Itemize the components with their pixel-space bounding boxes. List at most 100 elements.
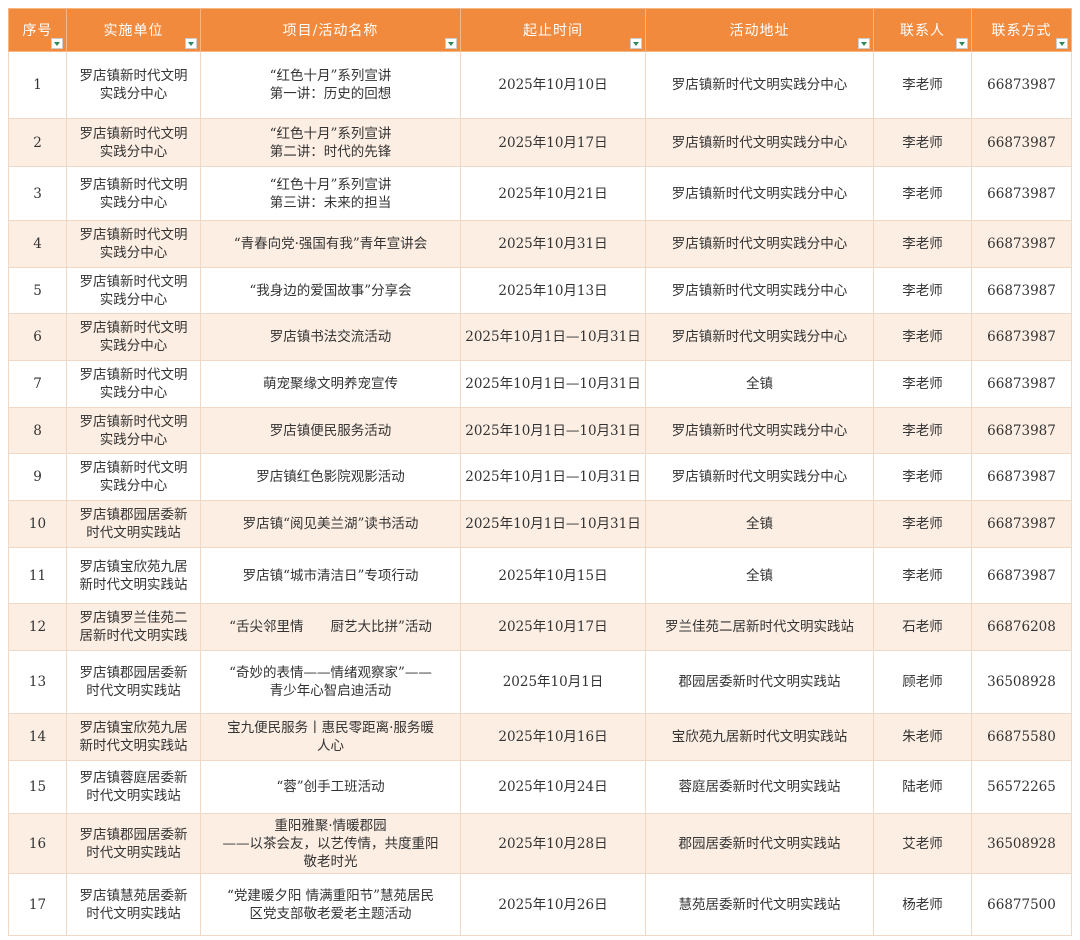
cell-time[interactable]: 2025年10月17日 [460,118,646,167]
cell-no[interactable]: 12 [8,603,67,651]
cell-unit[interactable]: 罗店镇新时代文明 实践分中心 [66,220,201,268]
cell-time[interactable]: 2025年10月17日 [460,603,646,651]
filter-dropdown-icon[interactable] [185,38,197,49]
cell-time[interactable]: 2025年10月24日 [460,760,646,814]
cell-contact[interactable]: 朱老师 [873,713,972,761]
cell-name[interactable]: “青春向党·强国有我”青年宣讲会 [200,220,461,268]
cell-address[interactable]: 罗店镇新时代文明实践分中心 [645,453,874,501]
cell-time[interactable]: 2025年10月26日 [460,873,646,936]
cell-no[interactable]: 15 [8,760,67,814]
cell-contact[interactable]: 顾老师 [873,650,972,714]
cell-address[interactable]: 罗店镇新时代文明实践分中心 [645,220,874,268]
cell-time[interactable]: 2025年10月31日 [460,220,646,268]
cell-no[interactable]: 2 [8,118,67,167]
cell-phone[interactable]: 66873987 [971,360,1072,408]
cell-time[interactable]: 2025年10月1日 [460,650,646,714]
cell-name[interactable]: 宝九便民服务丨惠民零距离·服务暖 人心 [200,713,461,761]
cell-name[interactable]: 罗店镇红色影院观影活动 [200,453,461,501]
cell-no[interactable]: 6 [8,313,67,361]
cell-unit[interactable]: 罗店镇郡园居委新 时代文明实践站 [66,500,201,548]
cell-contact[interactable]: 陆老师 [873,760,972,814]
cell-phone[interactable]: 66873987 [971,500,1072,548]
cell-name[interactable]: “红色十月”系列宣讲 第三讲：未来的担当 [200,166,461,221]
cell-time[interactable]: 2025年10月10日 [460,51,646,119]
cell-no[interactable]: 1 [8,51,67,119]
cell-phone[interactable]: 66873987 [971,118,1072,167]
cell-time[interactable]: 2025年10月1日—10月31日 [460,313,646,361]
filter-dropdown-icon[interactable] [1056,38,1068,49]
cell-unit[interactable]: 罗店镇罗兰佳苑二 居新时代文明实践 站 [66,603,201,651]
cell-address[interactable]: 罗店镇新时代文明实践分中心 [645,166,874,221]
cell-time[interactable]: 2025年10月1日—10月31日 [460,500,646,548]
cell-name[interactable]: 罗店镇便民服务活动 [200,407,461,454]
cell-no[interactable]: 11 [8,547,67,604]
cell-time[interactable]: 2025年10月21日 [460,166,646,221]
cell-time[interactable]: 2025年10月1日—10月31日 [460,360,646,408]
cell-contact[interactable]: 艾老师 [873,813,972,874]
cell-name[interactable]: 罗店镇书法交流活动 [200,313,461,361]
cell-time[interactable]: 2025年10月1日—10月31日 [460,407,646,454]
filter-dropdown-icon[interactable] [51,38,63,49]
cell-unit[interactable]: 罗店镇新时代文明 实践分中心 [66,313,201,361]
cell-contact[interactable]: 李老师 [873,118,972,167]
cell-address[interactable]: 慧苑居委新时代文明实践站 [645,873,874,936]
cell-name[interactable]: “我身边的爱国故事”分享会 [200,267,461,314]
cell-name[interactable]: 罗店镇“城市清洁日”专项行动 [200,547,461,604]
cell-address[interactable]: 罗店镇新时代文明实践分中心 [645,313,874,361]
cell-no[interactable]: 17 [8,873,67,936]
cell-phone[interactable]: 66876208 [971,603,1072,651]
cell-unit[interactable]: 罗店镇宝欣苑九居 新时代文明实践站 [66,713,201,761]
cell-address[interactable]: 宝欣苑九居新时代文明实践站 [645,713,874,761]
cell-no[interactable]: 13 [8,650,67,714]
cell-name[interactable]: 罗店镇“阅见美兰湖”读书活动 [200,500,461,548]
cell-unit[interactable]: 罗店镇郡园居委新 时代文明实践站 [66,650,201,714]
cell-address[interactable]: 全镇 [645,360,874,408]
cell-phone[interactable]: 66873987 [971,547,1072,604]
cell-no[interactable]: 14 [8,713,67,761]
cell-contact[interactable]: 石老师 [873,603,972,651]
cell-phone[interactable]: 66877500 [971,873,1072,936]
cell-unit[interactable]: 罗店镇慧苑居委新 时代文明实践站 [66,873,201,936]
cell-contact[interactable]: 李老师 [873,313,972,361]
cell-address[interactable]: 全镇 [645,547,874,604]
cell-contact[interactable]: 杨老师 [873,873,972,936]
cell-phone[interactable]: 66875580 [971,713,1072,761]
cell-time[interactable]: 2025年10月15日 [460,547,646,604]
cell-unit[interactable]: 罗店镇蓉庭居委新 时代文明实践站 [66,760,201,814]
cell-name[interactable]: “蓉”创手工班活动 [200,760,461,814]
cell-unit[interactable]: 罗店镇新时代文明 实践分中心 [66,166,201,221]
cell-no[interactable]: 9 [8,453,67,501]
cell-no[interactable]: 8 [8,407,67,454]
filter-dropdown-icon[interactable] [956,38,968,49]
cell-phone[interactable]: 36508928 [971,813,1072,874]
cell-unit[interactable]: 罗店镇新时代文明 实践分中心 [66,118,201,167]
cell-no[interactable]: 10 [8,500,67,548]
cell-address[interactable]: 罗店镇新时代文明实践分中心 [645,51,874,119]
filter-dropdown-icon[interactable] [445,38,457,49]
cell-address[interactable]: 罗店镇新时代文明实践分中心 [645,118,874,167]
cell-no[interactable]: 3 [8,166,67,221]
cell-contact[interactable]: 李老师 [873,407,972,454]
cell-address[interactable]: 全镇 [645,500,874,548]
cell-address[interactable]: 蓉庭居委新时代文明实践站 [645,760,874,814]
cell-contact[interactable]: 李老师 [873,453,972,501]
cell-address[interactable]: 罗兰佳苑二居新时代文明实践站 [645,603,874,651]
cell-phone[interactable]: 66873987 [971,313,1072,361]
cell-contact[interactable]: 李老师 [873,547,972,604]
cell-address[interactable]: 郡园居委新时代文明实践站 [645,813,874,874]
cell-time[interactable]: 2025年10月1日—10月31日 [460,453,646,501]
cell-no[interactable]: 4 [8,220,67,268]
cell-address[interactable]: 罗店镇新时代文明实践分中心 [645,267,874,314]
cell-contact[interactable]: 李老师 [873,500,972,548]
filter-dropdown-icon[interactable] [858,38,870,49]
cell-time[interactable]: 2025年10月16日 [460,713,646,761]
cell-name[interactable]: 重阳雅聚·情暖郡园 ——以茶会友，以艺传情，共度重阳 敬老时光 [200,813,461,874]
cell-phone[interactable]: 66873987 [971,166,1072,221]
cell-name[interactable]: “红色十月”系列宣讲 第一讲：历史的回想 [200,51,461,119]
filter-dropdown-icon[interactable] [630,38,642,49]
cell-no[interactable]: 5 [8,267,67,314]
cell-unit[interactable]: 罗店镇新时代文明 实践分中心 [66,267,201,314]
cell-address[interactable]: 郡园居委新时代文明实践站 [645,650,874,714]
cell-no[interactable]: 16 [8,813,67,874]
cell-contact[interactable]: 李老师 [873,360,972,408]
